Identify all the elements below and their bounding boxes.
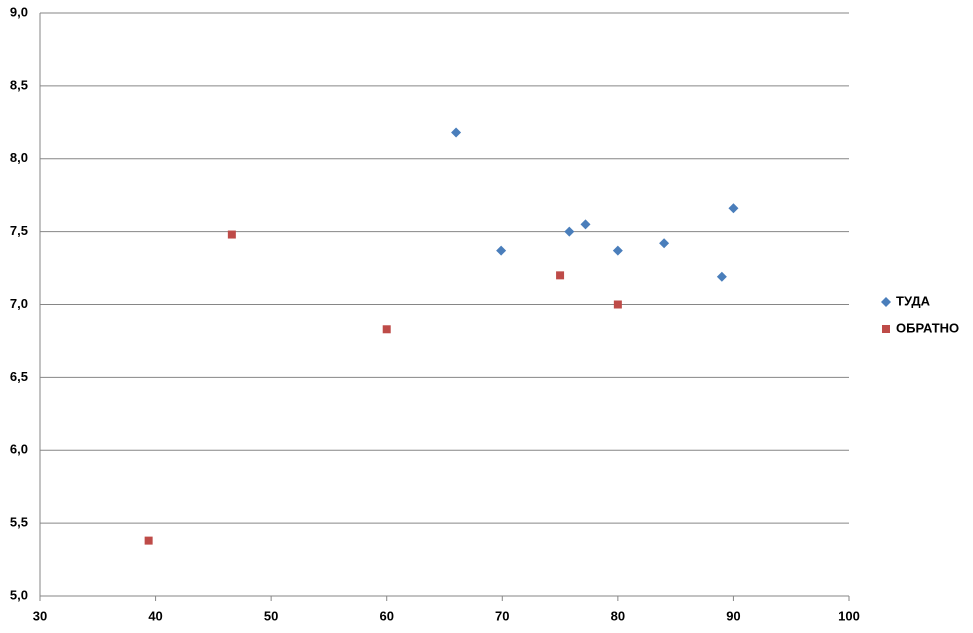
y-tick-label: 5,5: [10, 515, 28, 530]
legend-marker: [881, 297, 891, 307]
point: [144, 536, 153, 545]
y-tick-label: 6,5: [10, 369, 28, 384]
point: [659, 238, 670, 249]
y-tick-label: 7,0: [10, 296, 28, 311]
point: [728, 203, 739, 214]
x-tick-label: 90: [726, 608, 740, 623]
x-tick-label: 100: [838, 608, 860, 623]
y-tick-label: 7,5: [10, 223, 28, 238]
x-tick-label: 30: [33, 608, 47, 623]
x-tick-label: 80: [611, 608, 625, 623]
x-tick-label: 60: [379, 608, 393, 623]
point: [451, 127, 462, 138]
point: [496, 245, 507, 256]
y-tick-label: 9,0: [10, 4, 28, 19]
legend-marker: [882, 325, 890, 333]
point: [580, 219, 591, 230]
legend-label: ОБРАТНО: [896, 320, 959, 335]
x-tick-label: 40: [148, 608, 162, 623]
point: [716, 271, 727, 282]
y-tick-label: 8,0: [10, 150, 28, 165]
point: [556, 271, 565, 280]
legend-label: ТУДА: [896, 293, 931, 308]
x-tick-label: 50: [264, 608, 278, 623]
y-tick-label: 6,0: [10, 442, 28, 457]
point: [613, 300, 622, 309]
y-tick-label: 5,0: [10, 587, 28, 602]
point: [612, 245, 623, 256]
point: [382, 325, 391, 334]
point: [564, 226, 575, 237]
point: [227, 230, 236, 239]
x-tick-label: 70: [495, 608, 509, 623]
y-tick-label: 8,5: [10, 77, 28, 92]
